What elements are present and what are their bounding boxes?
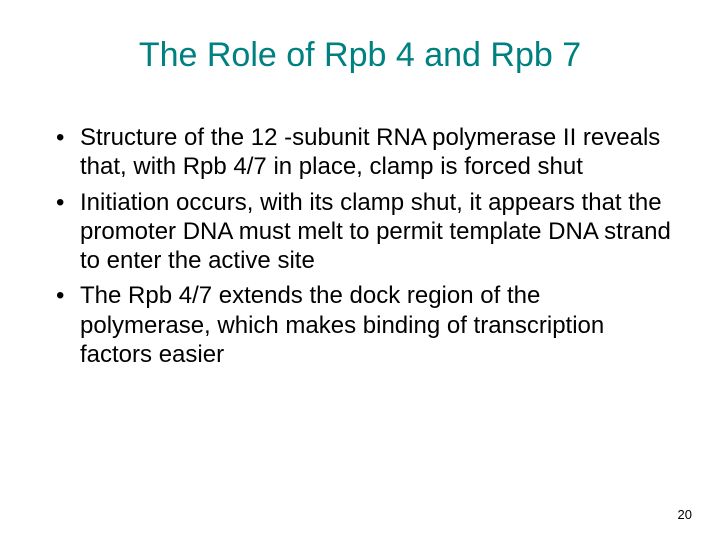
bullet-item: The Rpb 4/7 extends the dock region of t…: [52, 281, 672, 369]
slide-title: The Role of Rpb 4 and Rpb 7: [48, 36, 672, 75]
bullet-text: Structure of the 12 -subunit RNA polymer…: [80, 124, 660, 180]
bullet-text: Initiation occurs, with its clamp shut, …: [80, 189, 671, 275]
bullet-text: The Rpb 4/7 extends the dock region of t…: [80, 282, 604, 368]
bullet-item: Initiation occurs, with its clamp shut, …: [52, 188, 672, 276]
page-number: 20: [678, 507, 692, 522]
slide: The Role of Rpb 4 and Rpb 7 Structure of…: [0, 0, 720, 540]
bullet-item: Structure of the 12 -subunit RNA polymer…: [52, 123, 672, 182]
bullet-list: Structure of the 12 -subunit RNA polymer…: [48, 123, 672, 369]
